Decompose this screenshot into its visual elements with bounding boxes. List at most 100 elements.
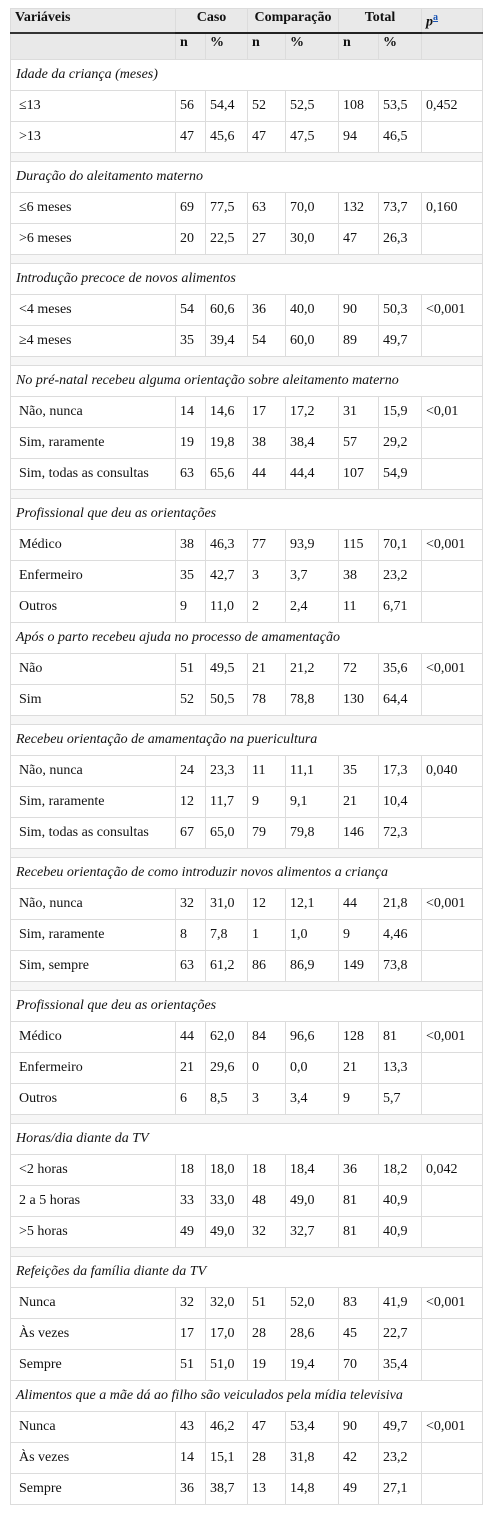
cell xyxy=(421,223,484,255)
cell: 32,7 xyxy=(285,1216,339,1248)
cell: 3 xyxy=(247,560,286,592)
footnote-link[interactable]: a xyxy=(433,12,439,23)
cell: 17,0 xyxy=(205,1318,248,1350)
section-title-row: Duração do aleitamento materno xyxy=(9,161,484,193)
row-label: Sempre xyxy=(10,1349,176,1381)
cell: <0,01 xyxy=(421,396,484,428)
section-title: Após o parto recebeu ajuda no processo d… xyxy=(9,622,484,654)
cell: 35 xyxy=(175,560,206,592)
cell: 23,3 xyxy=(205,755,248,787)
spacer-row xyxy=(9,1114,484,1124)
cell: 28 xyxy=(247,1318,286,1350)
section-title: Introdução precoce de novos alimentos xyxy=(9,263,484,295)
cell: 61,2 xyxy=(205,950,248,982)
spacer-cell xyxy=(9,715,484,725)
row-label: Enfermeiro xyxy=(10,560,176,592)
cell: 47 xyxy=(247,121,286,153)
cell: 63 xyxy=(175,950,206,982)
cell: 33,0 xyxy=(205,1185,248,1217)
cell: 15,1 xyxy=(205,1442,248,1474)
cell: 81 xyxy=(338,1185,379,1217)
row-label: Às vezes xyxy=(10,1318,176,1350)
cell: 81 xyxy=(338,1216,379,1248)
cell: 72,3 xyxy=(377,817,423,849)
group-header: Total xyxy=(337,8,423,34)
data-row: >13 47 45,6 47 47,5 94 46,5 xyxy=(10,121,484,153)
cell: 27 xyxy=(247,223,286,255)
cell: 10,4 xyxy=(377,786,423,818)
row-label: Sim, todas as consultas xyxy=(10,458,176,490)
cell: 12 xyxy=(247,888,286,920)
cell: 49 xyxy=(175,1216,206,1248)
cell: 60,6 xyxy=(205,294,248,326)
cell: 40,0 xyxy=(285,294,339,326)
row-label: Outros xyxy=(10,1083,176,1115)
cell: 64,4 xyxy=(377,684,423,716)
spacer-row xyxy=(9,356,484,366)
cell: 39,4 xyxy=(205,325,248,357)
cell: 50,5 xyxy=(205,684,248,716)
cell: 35 xyxy=(175,325,206,357)
cell: 18,2 xyxy=(377,1154,423,1186)
cell: 28 xyxy=(247,1442,286,1474)
section-title-row: Idade da criança (meses) xyxy=(9,59,484,91)
cell: 49 xyxy=(338,1473,379,1505)
cell: 11 xyxy=(247,755,286,787)
row-label: Outros xyxy=(10,591,176,623)
cell: 17 xyxy=(175,1318,206,1350)
cell: 6,71 xyxy=(377,591,423,623)
section-title-row: Profissional que deu as orientações xyxy=(9,498,484,530)
p-label: p xyxy=(426,14,434,30)
cell: 9 xyxy=(338,1083,379,1115)
section-title-row: Recebeu orientação de amamentação na pue… xyxy=(9,724,484,756)
cell: 44 xyxy=(247,458,286,490)
spacer-row xyxy=(9,981,484,991)
cell xyxy=(421,950,484,982)
cell: 21 xyxy=(338,1052,379,1084)
cell: <0,001 xyxy=(421,653,484,685)
row-label: Sim, sempre xyxy=(10,950,176,982)
cell: 33 xyxy=(175,1185,206,1217)
cell: 11,7 xyxy=(205,786,248,818)
cell: 32 xyxy=(247,1216,286,1248)
cell: 49,0 xyxy=(285,1185,339,1217)
cell: 52 xyxy=(247,90,286,122)
cell: 35,4 xyxy=(377,1349,423,1381)
section-title-row: Após o parto recebeu ajuda no processo d… xyxy=(9,622,484,654)
cell: 77,5 xyxy=(205,192,248,224)
cell: 54,4 xyxy=(205,90,248,122)
cell: 94 xyxy=(338,121,379,153)
cell: 54 xyxy=(247,325,286,357)
data-row: Às vezes 17 17,0 28 28,6 45 22,7 xyxy=(10,1318,484,1350)
cell: 69 xyxy=(175,192,206,224)
cell: 35,6 xyxy=(377,653,423,685)
section-title-row: Recebeu orientação de como introduzir no… xyxy=(9,857,484,889)
cell: 47 xyxy=(175,121,206,153)
row-label: Sim xyxy=(10,684,176,716)
cell: 47 xyxy=(338,223,379,255)
data-table: Variáveis Caso Comparação Total pa n% n% n… xyxy=(9,8,484,1505)
cell: 38,4 xyxy=(285,427,339,459)
spacer-row xyxy=(9,1247,484,1257)
cell: 18,4 xyxy=(285,1154,339,1186)
cell: 36 xyxy=(338,1154,379,1186)
row-label: Médico xyxy=(10,529,176,561)
cell: 32,0 xyxy=(205,1287,248,1319)
header-cell xyxy=(421,32,484,60)
cell: 47,5 xyxy=(285,121,339,153)
cell: 23,2 xyxy=(377,1442,423,1474)
cell: 0 xyxy=(247,1052,286,1084)
cell: 1 xyxy=(247,919,286,951)
spacer-cell xyxy=(9,1247,484,1257)
cell xyxy=(421,1083,484,1115)
row-label: >13 xyxy=(10,121,176,153)
data-row: Sim, raramente 12 11,7 9 9,1 21 10,4 xyxy=(10,786,484,818)
cell: 56 xyxy=(175,90,206,122)
cell: 52,0 xyxy=(285,1287,339,1319)
spacer-row xyxy=(9,715,484,725)
spacer-row xyxy=(9,848,484,858)
cell: 49,7 xyxy=(377,1411,423,1443)
cell: 93,9 xyxy=(285,529,339,561)
cell: 14,8 xyxy=(285,1473,339,1505)
row-label: Sim, todas as consultas xyxy=(10,817,176,849)
